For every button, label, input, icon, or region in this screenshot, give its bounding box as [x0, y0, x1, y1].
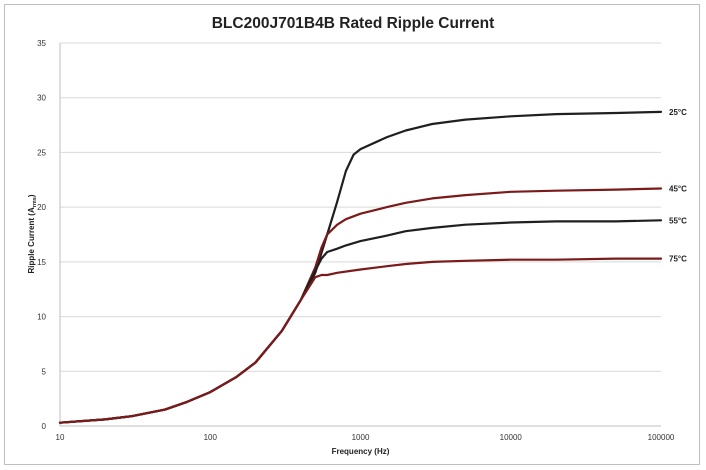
x-tick-labels: 10 100 1000 10000 100000: [56, 433, 675, 442]
series-label-0: 25°C: [669, 108, 687, 117]
x-tick-label: 100000: [648, 433, 675, 442]
y-axis-label: Ripple Current (Arms): [27, 194, 38, 273]
series-line-2: [58, 219, 663, 424]
series-lines: [58, 110, 663, 424]
x-tick-label: 10: [56, 433, 65, 442]
axes: [59, 43, 661, 427]
series-labels: 25°C 45°C 55°C 75°C: [669, 108, 687, 264]
y-axis-label-close: ): [27, 194, 36, 197]
series-label-1: 45°C: [669, 185, 687, 194]
x-tick-label: 10000: [500, 433, 523, 442]
y-tick-label: 5: [42, 367, 47, 376]
y-tick-labels: 0 5 10 15 20 25 30 35: [37, 39, 46, 431]
y-tick-label: 20: [37, 203, 46, 212]
y-axis-label-main: Ripple Current (A: [27, 207, 36, 273]
chart-title: BLC200J701B4B Rated Ripple Current: [212, 15, 495, 32]
y-tick-label: 30: [37, 94, 46, 103]
y-tick-label: 10: [37, 313, 46, 322]
x-tick-label: 1000: [352, 433, 370, 442]
gridlines: [60, 42, 661, 372]
series-label-3: 75°C: [669, 255, 687, 264]
series-line-1: [58, 187, 663, 424]
series-line-3: [58, 257, 663, 424]
chart-frame: BLC200J701B4B Rated Ripple Current 10 100…: [4, 4, 700, 465]
series-label-2: 55°C: [669, 216, 687, 225]
series-line-0: [58, 110, 663, 424]
ripple-current-chart: BLC200J701B4B Rated Ripple Current 10 100…: [27, 15, 687, 456]
y-tick-label: 15: [37, 258, 46, 267]
y-tick-label: 25: [37, 148, 46, 157]
y-axis-label-subscript: rms: [32, 197, 38, 207]
x-tick-label: 100: [204, 433, 218, 442]
x-axis-label: Frequency (Hz): [332, 447, 390, 456]
y-tick-label: 0: [42, 422, 47, 431]
y-tick-label: 35: [37, 39, 46, 48]
